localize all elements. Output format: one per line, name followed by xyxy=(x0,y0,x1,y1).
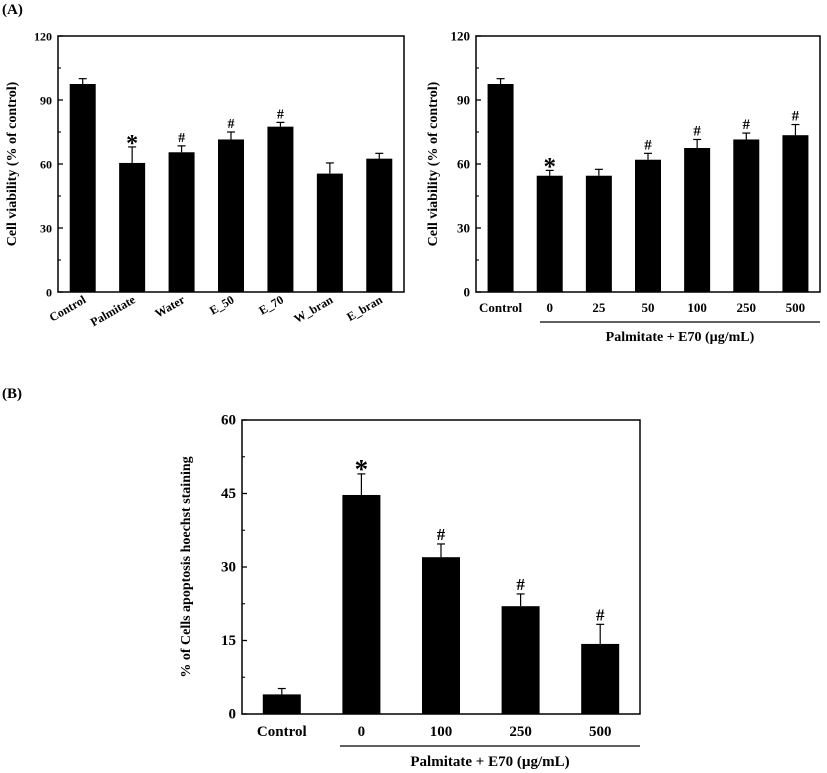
panel-label-b: (B) xyxy=(2,386,22,402)
y-tick-label: 120 xyxy=(451,29,471,44)
significance-mark: * xyxy=(355,454,369,484)
category-label: W_bran xyxy=(291,292,335,326)
category-label: Water xyxy=(152,292,187,320)
y-tick-label: 90 xyxy=(457,93,470,108)
bar xyxy=(218,139,244,292)
category-label: 100 xyxy=(430,724,453,740)
bar xyxy=(316,173,343,292)
category-label: 50 xyxy=(642,300,655,315)
y-tick-label: 0 xyxy=(464,285,471,300)
bar xyxy=(168,152,195,292)
group-label: Palmitate + E70 (µg/mL) xyxy=(606,330,755,345)
category-label: E_70 xyxy=(256,292,286,317)
y-tick-label: 0 xyxy=(229,707,237,723)
y-tick-label: 60 xyxy=(221,413,236,429)
significance-mark: # xyxy=(516,575,525,594)
bar xyxy=(501,606,540,714)
y-tick-label: 15 xyxy=(221,633,236,649)
bar xyxy=(684,148,711,292)
bar xyxy=(366,158,393,292)
bar xyxy=(635,159,661,292)
significance-mark: # xyxy=(743,117,751,133)
category-label: Control xyxy=(257,724,307,740)
panel-label-a: (A) xyxy=(2,2,23,18)
y-axis-label: Cell viability (% of control) xyxy=(5,81,20,246)
y-axis-label: % of Cells apoptosis hoechst staining xyxy=(179,456,194,677)
chart-a2: 0 30 60 90 120 Cell viability (% of control) C… xyxy=(426,29,821,345)
significance-mark: # xyxy=(596,605,605,624)
category-label: 100 xyxy=(687,300,707,315)
y-tick-label: 60 xyxy=(40,158,52,172)
bar xyxy=(342,494,381,714)
category-label: Control xyxy=(479,300,522,315)
significance-mark: # xyxy=(277,107,284,122)
significance-mark: # xyxy=(792,109,800,125)
y-tick-label: 30 xyxy=(40,222,52,236)
chart-b: 0 15 30 45 60 % of Cells apoptosis hoechst st… xyxy=(179,413,641,770)
significance-mark: * xyxy=(543,153,556,180)
bar xyxy=(733,139,760,292)
category-label: Palmitate xyxy=(88,292,138,329)
y-tick-label: 60 xyxy=(457,157,470,172)
y-tick-label: 90 xyxy=(40,94,52,108)
category-label: 0 xyxy=(358,724,366,740)
y-tick-label: 45 xyxy=(221,486,236,502)
bar xyxy=(267,126,294,293)
significance-mark: * xyxy=(126,131,138,157)
y-tick-label: 30 xyxy=(457,221,470,236)
category-label: E_bran xyxy=(344,292,385,324)
category-label: 25 xyxy=(592,300,606,315)
bar xyxy=(782,135,809,292)
significance-mark: # xyxy=(693,123,701,139)
bar xyxy=(69,84,96,292)
category-label: 500 xyxy=(786,300,806,315)
y-tick-label: 0 xyxy=(46,286,52,300)
bar xyxy=(536,175,563,292)
chart-a1: 0 30 60 90 120 Cell viability (% of control) C… xyxy=(5,30,405,329)
category-label: Control xyxy=(47,292,89,324)
category-label: E_50 xyxy=(207,292,237,317)
group-label: Palmitate + E70 (µg/mL) xyxy=(410,754,569,770)
category-label: 250 xyxy=(509,724,532,740)
y-tick-label: 120 xyxy=(34,30,52,44)
category-label: 500 xyxy=(589,724,612,740)
significance-mark: # xyxy=(437,525,446,544)
bar xyxy=(119,162,146,292)
category-label: 0 xyxy=(546,300,553,315)
category-label: 250 xyxy=(737,300,757,315)
bar xyxy=(487,84,514,292)
significance-mark: # xyxy=(228,117,235,132)
significance-mark: # xyxy=(644,137,652,153)
y-tick-label: 30 xyxy=(221,560,236,576)
bar xyxy=(262,694,301,714)
significance-mark: # xyxy=(178,131,185,146)
bar xyxy=(585,175,612,292)
bar xyxy=(581,643,620,714)
bar xyxy=(422,557,460,714)
y-axis-label: Cell viability (% of control) xyxy=(426,81,441,246)
